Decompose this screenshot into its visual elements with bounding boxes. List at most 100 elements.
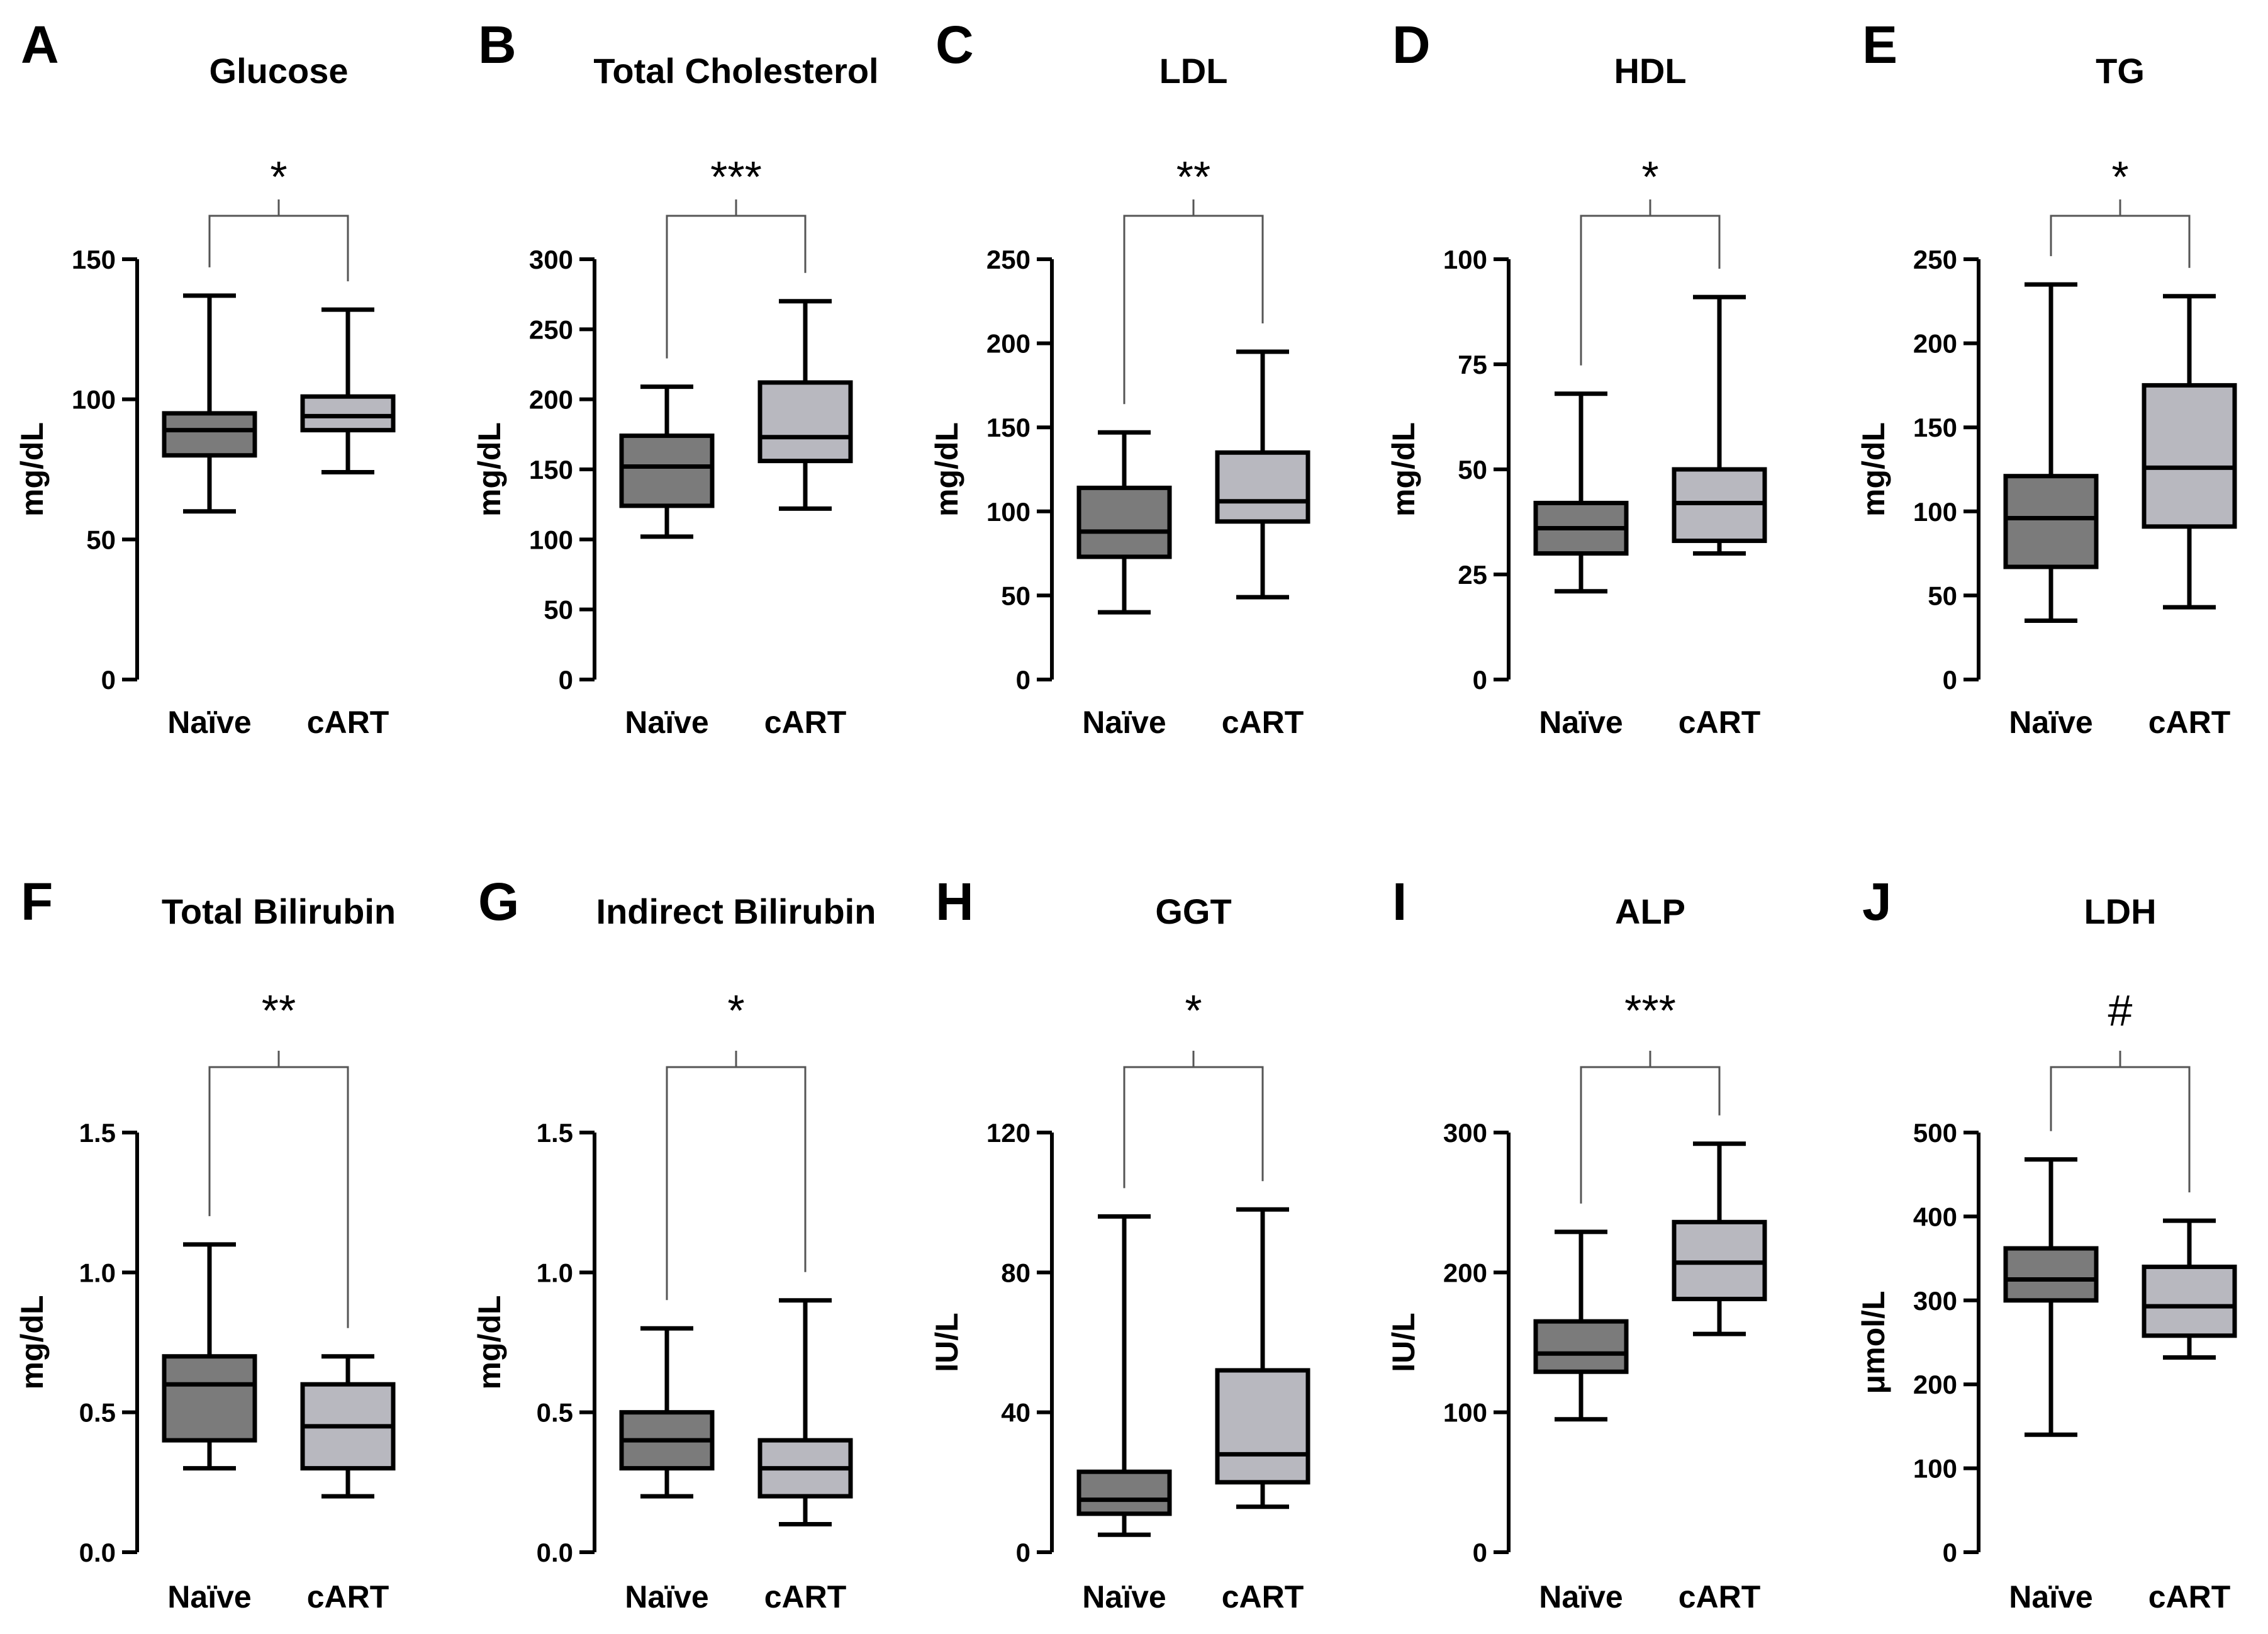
y-tick-label: 0.0: [537, 1538, 573, 1567]
panel-h: H GGT IU/L 0 40 80 120 Naïve cART *: [929, 872, 1310, 1614]
panel-letter: B: [478, 15, 517, 74]
y-tick-label: 100: [529, 525, 573, 554]
x-category-label: Naïve: [625, 1579, 708, 1614]
y-tick-label: 0: [1016, 665, 1031, 695]
y-tick-label: 100: [1443, 1398, 1487, 1428]
y-tick-label: 0: [1473, 665, 1487, 695]
chart-title: LDL: [1159, 51, 1228, 91]
panel-a: A Glucose mg/dL 0 50 100 150 Naïve cART *: [14, 15, 396, 740]
y-tick-label: 75: [1458, 350, 1487, 379]
panel-letter: H: [936, 872, 974, 931]
box-iqr: [2003, 474, 2099, 569]
y-axis-label: mg/dL: [1856, 422, 1891, 517]
y-tick-label: 250: [1913, 245, 1957, 274]
y-tick-label: 50: [1001, 581, 1031, 610]
box-iqr: [2003, 1246, 2099, 1303]
x-category-label: cART: [2148, 705, 2231, 740]
significance-marker: **: [1176, 152, 1210, 201]
significance-bracket: [208, 1066, 349, 1328]
box-naive: [162, 1242, 257, 1471]
box-iqr: [757, 380, 853, 464]
y-tick-label: 100: [72, 385, 116, 415]
y-tick-label: 25: [1458, 560, 1487, 590]
chart-title: Glucose: [209, 51, 349, 91]
panel-i: I ALP IU/L 0 100 200 300 Naïve cART ***: [1386, 872, 1767, 1614]
box-cart: [300, 1354, 396, 1499]
box-iqr: [1215, 450, 1310, 524]
y-tick-label: 0.5: [79, 1398, 116, 1428]
y-axis-label: mg/dL: [472, 422, 507, 517]
y-tick-label: 500: [1913, 1118, 1957, 1148]
box-cart: [2142, 1218, 2237, 1360]
y-tick-label: 150: [1913, 413, 1957, 442]
box-cart: [300, 307, 396, 474]
x-category-label: Naïve: [2009, 1579, 2092, 1614]
chart-title: ALP: [1615, 892, 1685, 931]
box-iqr: [2142, 1264, 2237, 1338]
box-naive: [1076, 430, 1172, 615]
panel-letter: C: [936, 15, 974, 74]
chart-title: GGT: [1155, 892, 1231, 931]
chart-title: Indirect Bilirubin: [596, 892, 876, 931]
y-tick-label: 50: [86, 525, 116, 554]
y-tick-label: 0: [1016, 1538, 1031, 1567]
box-naive: [619, 384, 715, 539]
y-tick-label: 0: [1943, 1538, 1957, 1567]
box-iqr: [1215, 1368, 1310, 1485]
box-iqr: [2142, 383, 2237, 529]
chart-title: Total Bilirubin: [162, 892, 396, 931]
panel-letter: G: [478, 872, 519, 931]
x-category-label: cART: [764, 1579, 847, 1614]
significance-marker: #: [2108, 986, 2133, 1035]
significance-bracket: [666, 215, 807, 359]
y-tick-label: 120: [986, 1118, 1031, 1148]
y-tick-label: 200: [986, 329, 1031, 359]
box-iqr: [300, 394, 396, 433]
y-tick-label: 200: [529, 385, 573, 415]
x-category-label: cART: [764, 705, 847, 740]
y-tick-label: 1.5: [79, 1118, 116, 1148]
y-tick-label: 1.0: [537, 1258, 573, 1287]
x-category-label: cART: [307, 1579, 389, 1614]
panel-b: B Total Cholesterol mg/dL 0 50 100 150 200 250 30…: [472, 15, 879, 740]
y-tick-label: 200: [1913, 1370, 1957, 1399]
x-category-label: cART: [1222, 705, 1304, 740]
panel-f: F Total Bilirubin mg/dL 0.0 0.5 1.0 1.5 Naïve cA…: [14, 872, 396, 1614]
y-tick-label: 50: [1928, 581, 1957, 610]
panel-letter: F: [21, 872, 53, 931]
y-tick-label: 100: [1913, 1454, 1957, 1484]
y-tick-label: 100: [986, 497, 1031, 527]
y-tick-label: 150: [72, 245, 116, 274]
x-category-label: Naïve: [625, 705, 708, 740]
significance-marker: ***: [1624, 986, 1676, 1035]
y-tick-label: 50: [544, 595, 573, 625]
chart-title: Total Cholesterol: [593, 51, 878, 91]
chart-title: TG: [2096, 51, 2145, 91]
y-axis-label: mg/dL: [14, 1295, 50, 1390]
y-tick-label: 250: [529, 315, 573, 344]
significance-bracket: [666, 1066, 807, 1301]
y-tick-label: 0: [559, 665, 573, 695]
significance-bracket: [2050, 215, 2191, 268]
box-cart: [757, 299, 853, 511]
significance-bracket: [1123, 1066, 1264, 1189]
box-naive: [162, 293, 257, 514]
box-naive: [1533, 391, 1629, 594]
y-tick-label: 200: [1443, 1258, 1487, 1287]
box-iqr: [1076, 1469, 1172, 1516]
x-category-label: cART: [2148, 1579, 2231, 1614]
panel-letter: A: [21, 15, 59, 74]
box-naive: [619, 1326, 715, 1499]
box-cart: [1215, 349, 1310, 600]
x-category-label: cART: [1222, 1579, 1304, 1614]
y-tick-label: 300: [529, 245, 573, 274]
y-axis-label: μmol/L: [1856, 1291, 1891, 1394]
x-category-label: Naïve: [167, 1579, 251, 1614]
significance-marker: *: [1185, 986, 1202, 1035]
y-tick-label: 400: [1913, 1202, 1957, 1231]
box-naive: [1533, 1229, 1629, 1422]
x-category-label: Naïve: [1539, 1579, 1623, 1614]
box-naive: [2003, 1157, 2099, 1437]
significance-marker: **: [262, 986, 296, 1035]
y-axis-label: IU/L: [929, 1312, 964, 1372]
